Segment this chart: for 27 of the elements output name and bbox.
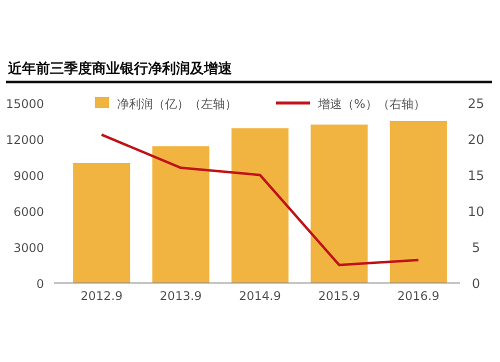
y2-tick-label: 25 — [468, 97, 484, 112]
y2-tick-label: 20 — [468, 133, 484, 148]
y-tick-label: 0 — [36, 277, 44, 291]
y2-tick-label: 10 — [468, 205, 484, 220]
legend: 增速（%）（右轴） — [276, 97, 426, 111]
y-tick-label: 15000 — [6, 97, 44, 111]
x-tick-label: 2012.9 — [80, 289, 123, 303]
y-tick-label: 6000 — [13, 205, 44, 219]
y2-tick-label: 15 — [468, 169, 484, 184]
chart-title: 近年前三季度商业银行净利润及增速 — [7, 60, 233, 77]
legend-label: 净利润（亿）（左轴） — [117, 97, 237, 111]
x-tick-label: 2015.9 — [318, 289, 360, 303]
bar — [152, 146, 210, 283]
bar — [390, 121, 447, 283]
y-tick-label: 9000 — [13, 169, 44, 183]
x-tick-label: 2013.9 — [160, 289, 202, 303]
y2-tick-label: 5 — [472, 241, 480, 256]
x-tick-label: 2016.9 — [397, 289, 440, 303]
x-tick-label: 2014.9 — [239, 289, 281, 303]
y2-tick-label: 0 — [472, 277, 480, 292]
bar — [310, 124, 368, 283]
bar — [73, 163, 130, 283]
bar — [231, 128, 289, 283]
legend: 净利润（亿）（左轴） — [95, 97, 237, 111]
y-tick-label: 3000 — [13, 241, 44, 255]
y-tick-label: 12000 — [6, 133, 44, 147]
legend-label: 增速（%）（右轴） — [317, 97, 426, 111]
